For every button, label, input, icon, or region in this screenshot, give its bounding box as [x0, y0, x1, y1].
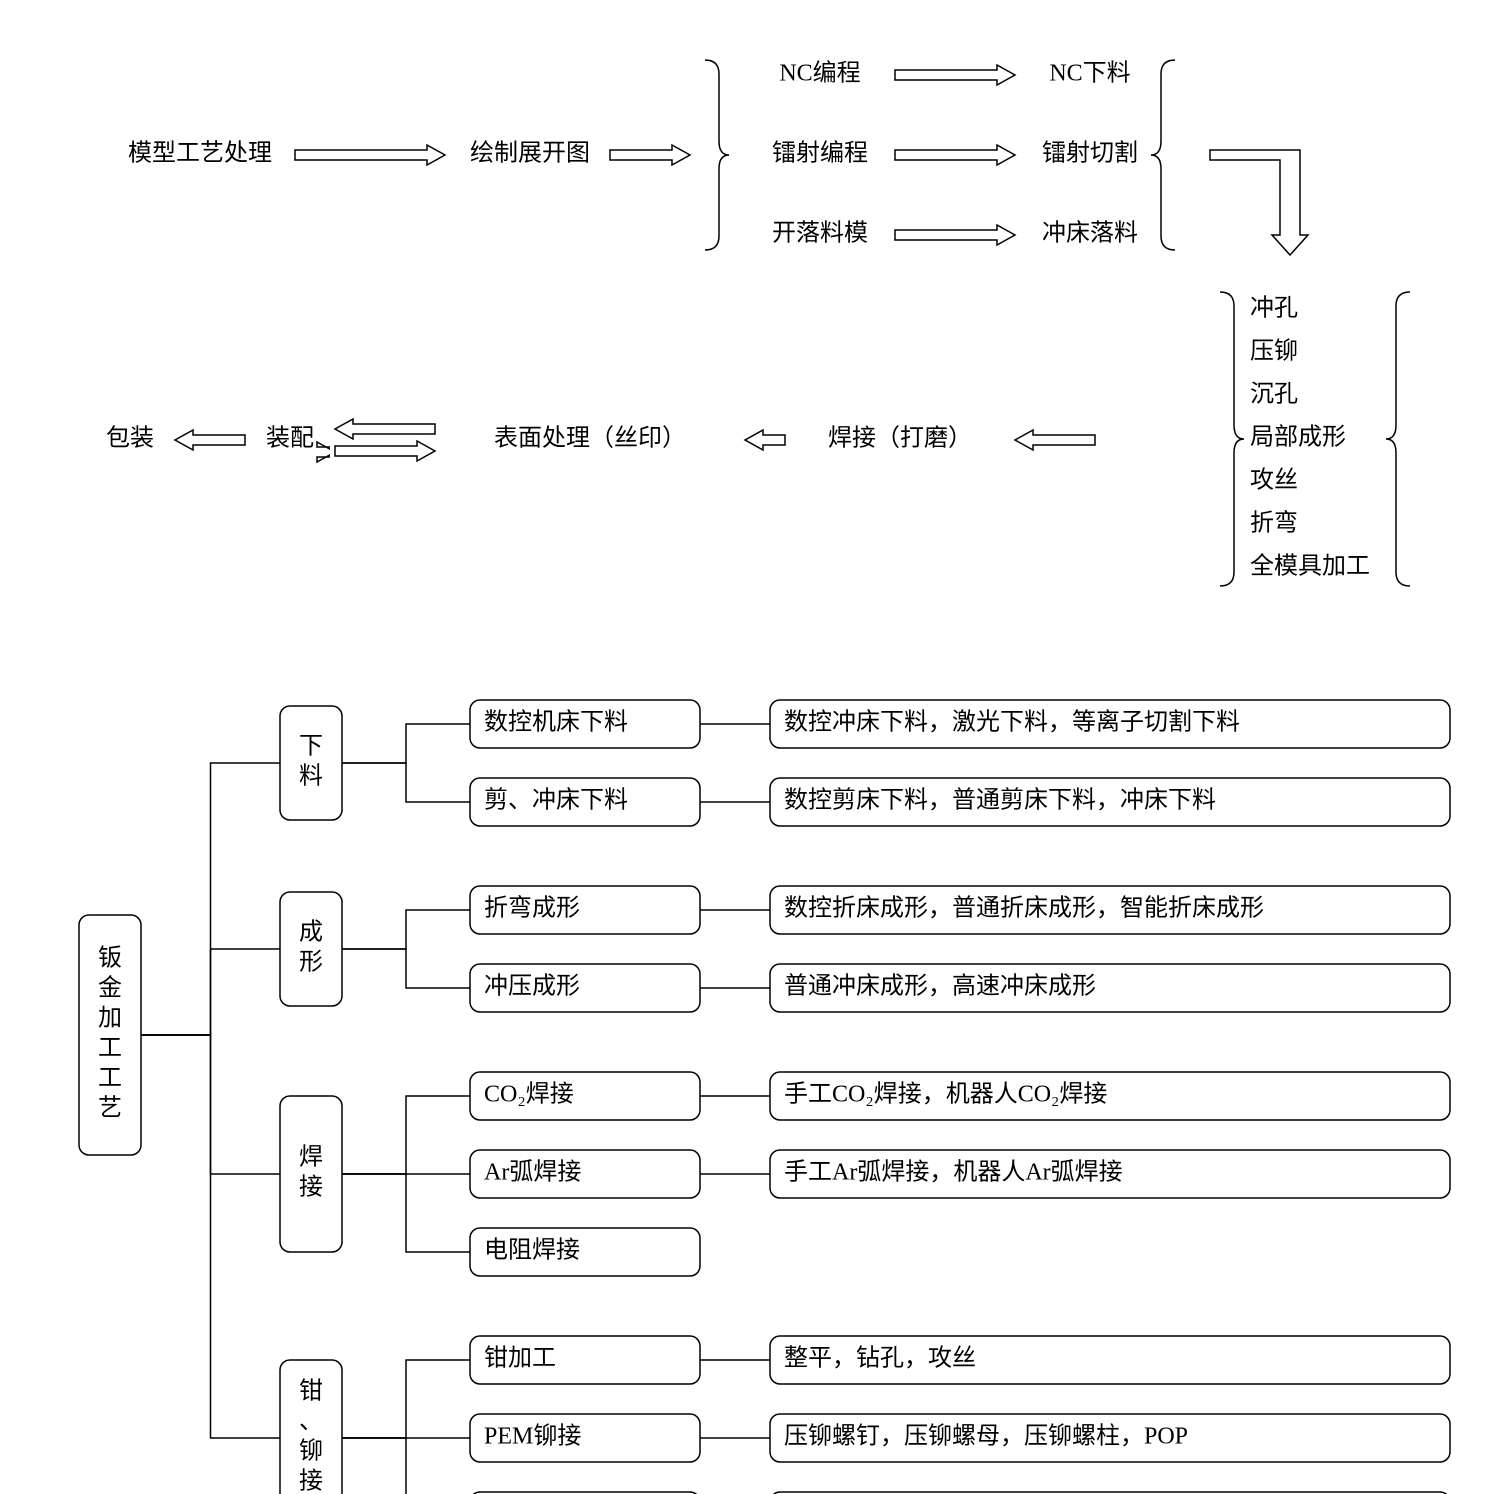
- char: 加: [98, 1005, 122, 1032]
- right-label: 普通冲床成形，高速冲床成形: [784, 973, 1096, 1000]
- ops-item-0: 冲孔: [1250, 295, 1298, 322]
- right-label: 数控折床成形，普通折床成形，智能折床成形: [784, 895, 1264, 922]
- branch-right-1: 镭射切割: [1042, 140, 1138, 167]
- right-label: 数控剪床下料，普通剪床下料，冲床下料: [784, 787, 1216, 814]
- char: 钳: [299, 1378, 323, 1405]
- char: 艺: [98, 1095, 122, 1122]
- right-label: 压铆螺钉，压铆螺母，压铆螺柱，POP: [784, 1423, 1188, 1450]
- ops-item-5: 折弯: [1250, 510, 1298, 537]
- mid-label: 剪、冲床下料: [484, 787, 628, 814]
- brace-open-1: [705, 60, 729, 250]
- char: 接: [299, 1468, 323, 1494]
- char: 、: [299, 1409, 323, 1435]
- link-rg-3: [141, 1035, 280, 1438]
- group-label-3: 钳、铆接: [299, 1378, 323, 1494]
- mid-label: CO₂焊接: [484, 1081, 574, 1108]
- root-label: 钣金加工工艺: [98, 945, 122, 1122]
- char: 工: [98, 1036, 122, 1062]
- char: 工: [98, 1066, 122, 1092]
- ops-item-1: 压铆: [1250, 338, 1298, 365]
- char: 金: [98, 975, 122, 1002]
- right-label: 手工Ar弧焊接，机器人Ar弧焊接: [784, 1159, 1123, 1186]
- char: 铆: [299, 1438, 323, 1465]
- right-label: 整平，钻孔，攻丝: [784, 1345, 976, 1372]
- link-gm: [342, 1360, 470, 1438]
- surface-step: 表面处理（丝印）: [494, 425, 686, 452]
- char: 焊: [299, 1144, 323, 1171]
- weld-step: 焊接（打磨）: [828, 425, 972, 452]
- arrow-branch-0: [895, 65, 1015, 85]
- group-label-2: 焊接: [299, 1144, 323, 1201]
- ops-item-4: 攻丝: [1250, 467, 1298, 494]
- char: 钣: [98, 945, 122, 972]
- branch-left-2: 开落料模: [772, 220, 868, 247]
- model-process: 模型工艺处理: [128, 140, 272, 167]
- pack-step: 包装: [106, 425, 154, 452]
- arrow-flat-to-brace: [610, 145, 690, 165]
- hook-arrow-down: [1210, 150, 1308, 255]
- mid-label: 冲压成形: [484, 973, 580, 1000]
- arrow-ops-to-weld: [1015, 430, 1095, 450]
- mid-label: PEM铆接: [484, 1423, 581, 1450]
- link-gm: [342, 1438, 470, 1494]
- right-label: 手工CO₂焊接，机器人CO₂焊接: [784, 1081, 1107, 1108]
- ops-item-3: 局部成形: [1250, 424, 1346, 451]
- ops-item-2: 沉孔: [1250, 381, 1298, 408]
- branch-right-0: NC下料: [1049, 60, 1130, 87]
- mid-label: 电阻焊接: [484, 1237, 580, 1264]
- link-gm: [342, 910, 470, 949]
- mid-label: 钳加工: [484, 1345, 556, 1372]
- arrow-branch-2: [895, 225, 1015, 245]
- link-gm: [342, 949, 470, 988]
- arrow-model-to-flat: [295, 145, 445, 165]
- arrow-branch-1: [895, 145, 1015, 165]
- group-label-1: 成形: [299, 919, 323, 976]
- branch-right-2: 冲床落料: [1042, 220, 1138, 247]
- link-gm: [342, 763, 470, 802]
- char: 成: [299, 919, 323, 946]
- assemble-step: 装配: [266, 425, 314, 452]
- arrow-weld-to-surface: [745, 430, 785, 450]
- link-rg-1: [141, 949, 280, 1035]
- draw-flat: 绘制展开图: [470, 140, 590, 167]
- char: 下: [299, 734, 323, 760]
- mid-label: Ar弧焊接: [484, 1159, 581, 1186]
- arrow-assemble-to-pack: [175, 430, 245, 450]
- char: 接: [299, 1174, 323, 1201]
- branch-left-0: NC编程: [779, 60, 860, 87]
- brace-close-1: [1151, 60, 1175, 250]
- ops-item-6: 全模具加工: [1250, 553, 1370, 580]
- link-gm: [342, 1096, 470, 1174]
- link-gm: [342, 1174, 470, 1252]
- right-label: 数控冲床下料，激光下料，等离子切割下料: [784, 709, 1240, 736]
- char: 形: [299, 949, 323, 976]
- group-label-0: 下料: [299, 734, 323, 790]
- mid-label: 数控机床下料: [484, 709, 628, 736]
- branch-left-1: 镭射编程: [772, 140, 868, 167]
- mid-label: 折弯成形: [484, 895, 580, 922]
- char: 料: [299, 763, 323, 790]
- link-gm: [342, 724, 470, 763]
